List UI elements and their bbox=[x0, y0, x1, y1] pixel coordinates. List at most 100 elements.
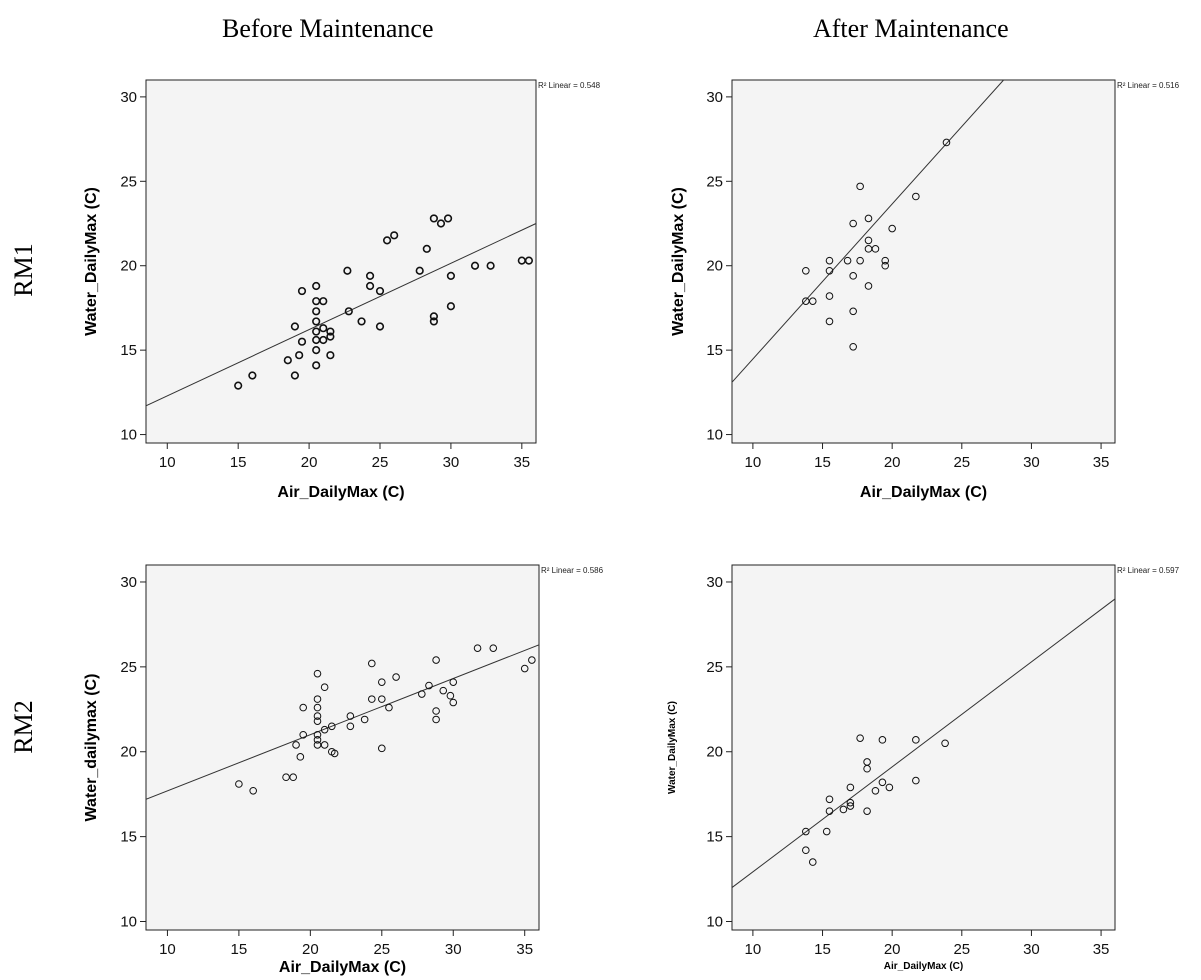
data-point bbox=[802, 827, 810, 836]
data-point bbox=[443, 214, 453, 223]
data-point bbox=[234, 381, 243, 390]
x-tick-label: 10 bbox=[159, 941, 176, 958]
y-tick-label: 10 bbox=[120, 427, 137, 444]
fit-line bbox=[146, 644, 539, 800]
data-point bbox=[313, 695, 322, 703]
data-point bbox=[326, 332, 335, 341]
x-axis-label: Air_DailyMax (C) bbox=[279, 959, 406, 976]
y-tick-label: 10 bbox=[120, 914, 137, 931]
x-tick-label: 10 bbox=[745, 941, 762, 958]
x-tick-label: 30 bbox=[1023, 941, 1040, 958]
data-point bbox=[367, 659, 376, 668]
x-tick-label: 25 bbox=[953, 454, 970, 471]
data-point bbox=[357, 317, 366, 326]
r-squared-label: R² Linear = 0.586 bbox=[541, 566, 604, 575]
data-point bbox=[846, 802, 855, 810]
data-point bbox=[360, 715, 369, 724]
data-point bbox=[365, 271, 375, 280]
data-point bbox=[425, 681, 433, 690]
data-point bbox=[489, 644, 498, 652]
data-point bbox=[864, 214, 873, 223]
y-tick-label: 10 bbox=[706, 914, 723, 931]
data-point bbox=[941, 739, 949, 748]
y-tick-label: 30 bbox=[120, 89, 137, 106]
data-point bbox=[881, 261, 890, 270]
x-tick-label: 30 bbox=[1023, 454, 1040, 471]
data-point bbox=[432, 656, 440, 664]
data-point bbox=[312, 327, 321, 336]
y-tick-label: 30 bbox=[706, 89, 723, 106]
data-point bbox=[449, 678, 458, 686]
data-point bbox=[878, 736, 887, 744]
data-point bbox=[849, 342, 857, 351]
data-point bbox=[289, 773, 297, 782]
r-squared-label: R² Linear = 0.548 bbox=[538, 81, 601, 90]
data-point bbox=[249, 786, 257, 795]
data-point bbox=[912, 736, 920, 744]
data-point bbox=[320, 741, 329, 749]
data-point bbox=[470, 261, 480, 270]
x-tick-label: 30 bbox=[443, 454, 460, 471]
data-point bbox=[392, 673, 400, 681]
data-point bbox=[319, 324, 328, 333]
data-point bbox=[843, 256, 852, 265]
data-point bbox=[802, 266, 810, 275]
data-point bbox=[296, 753, 305, 761]
data-point bbox=[432, 707, 440, 715]
data-point bbox=[327, 722, 336, 731]
plot-area bbox=[731, 79, 1116, 444]
data-point bbox=[299, 703, 308, 712]
x-tick-label: 25 bbox=[373, 941, 390, 958]
data-point bbox=[312, 281, 321, 291]
data-point bbox=[849, 307, 857, 316]
data-point bbox=[912, 192, 920, 201]
data-point bbox=[942, 138, 951, 147]
x-tick-label: 10 bbox=[159, 454, 176, 471]
data-point bbox=[446, 691, 455, 700]
x-tick-label: 35 bbox=[516, 941, 533, 958]
data-point bbox=[473, 644, 482, 652]
data-point bbox=[343, 266, 352, 275]
data-point bbox=[432, 715, 440, 724]
x-tick-label: 15 bbox=[814, 454, 831, 471]
data-point bbox=[313, 717, 322, 725]
data-point bbox=[520, 664, 529, 673]
x-axis-label: Air_DailyMax (C) bbox=[884, 961, 963, 972]
data-point bbox=[378, 744, 386, 753]
data-point bbox=[320, 725, 329, 734]
x-tick-label: 15 bbox=[231, 941, 248, 958]
data-point bbox=[367, 695, 376, 703]
x-tick-label: 15 bbox=[230, 454, 247, 471]
plot-area bbox=[145, 79, 537, 444]
data-point bbox=[825, 807, 834, 815]
data-point bbox=[888, 224, 896, 233]
data-point bbox=[346, 712, 355, 720]
data-point bbox=[313, 730, 322, 739]
data-point bbox=[881, 256, 890, 265]
x-tick-label: 25 bbox=[953, 941, 970, 958]
fit-line bbox=[732, 598, 1115, 888]
x-tick-label: 15 bbox=[814, 941, 831, 958]
y-tick-label: 20 bbox=[706, 744, 723, 761]
data-point bbox=[378, 678, 386, 686]
data-point bbox=[439, 686, 448, 695]
data-point bbox=[290, 322, 300, 331]
y-axis-label: Water_DailyMax (C) bbox=[670, 187, 687, 336]
data-point bbox=[313, 703, 322, 712]
data-point bbox=[849, 272, 857, 280]
data-point bbox=[295, 351, 304, 360]
fit-line bbox=[732, 80, 1004, 383]
data-point bbox=[856, 182, 864, 191]
data-point bbox=[863, 758, 871, 766]
data-point bbox=[429, 214, 438, 223]
data-point bbox=[378, 695, 386, 703]
x-axis-label: Air_DailyMax (C) bbox=[860, 484, 987, 501]
data-point bbox=[297, 286, 307, 296]
data-point bbox=[385, 703, 393, 712]
data-point bbox=[802, 846, 810, 855]
y-tick-label: 30 bbox=[706, 574, 723, 591]
column-title-before: Before Maintenance bbox=[222, 14, 434, 43]
data-point bbox=[528, 656, 536, 664]
data-point bbox=[856, 734, 864, 742]
data-point bbox=[319, 297, 328, 306]
